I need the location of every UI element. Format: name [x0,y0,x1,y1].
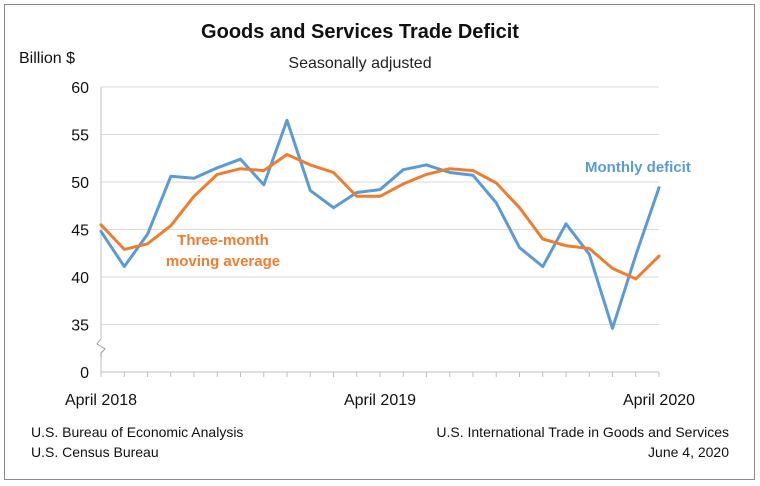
y-tick-35: 35 [71,318,89,335]
y-tick-0: 0 [80,365,89,382]
moving-average-label-line2: moving average [166,253,280,270]
x-tick-label-0: April 2018 [65,392,137,409]
monthly-deficit-label: Monthly deficit [585,159,691,176]
axes [96,87,660,377]
y-axis-unit-label: Billion $ [19,50,75,67]
source-report-date: June 4, 2020 [648,444,729,460]
x-tick-label-1: April 2019 [344,392,416,409]
chart-title: Goods and Services Trade Deficit [201,21,519,43]
y-axis-break-mark [96,338,106,357]
monthly-deficit-line [99,118,661,330]
y-tick-55: 55 [71,128,89,145]
source-report-title: U.S. International Trade in Goods and Se… [436,424,729,440]
y-tick-50: 50 [71,175,89,192]
x-tick-label-2: April 2020 [623,392,695,409]
moving-average-label-line1: Three-month [177,232,269,249]
chart-frame: Goods and Services Trade Deficit Seasona… [4,4,755,480]
source-bea: U.S. Bureau of Economic Analysis [31,424,243,440]
y-tick-45: 45 [71,223,89,240]
y-tick-labels: 60 55 50 45 40 35 0 [71,80,89,382]
series-lines [99,118,661,330]
y-tick-60: 60 [71,80,89,97]
x-tick-labels: April 2018 April 2019 April 2020 [65,392,695,409]
chart-subtitle: Seasonally adjusted [288,55,431,72]
trade-deficit-chart: Goods and Services Trade Deficit Seasona… [19,21,729,460]
y-tick-40: 40 [71,270,89,287]
moving-average-line [99,153,661,281]
source-census: U.S. Census Bureau [31,444,159,460]
gridlines [101,86,659,325]
